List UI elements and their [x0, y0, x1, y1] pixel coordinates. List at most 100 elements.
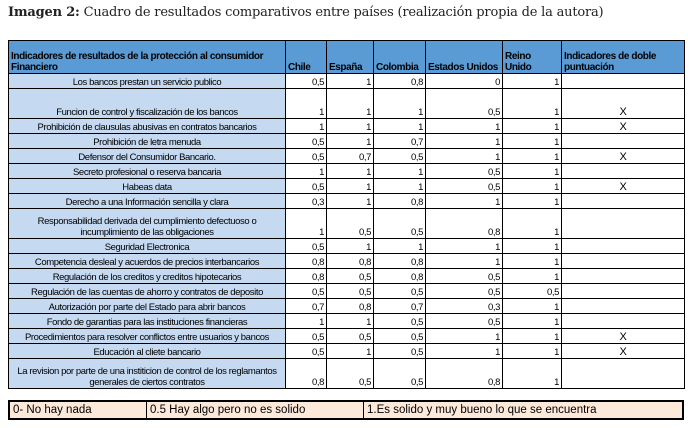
score-cell: 1: [326, 238, 374, 254]
score-cell: 1: [502, 358, 562, 389]
table-row: Seguridad Electronica 0,5 1 1 1 1: [8, 238, 685, 254]
table-row: Derecho a una Información sencilla y cla…: [8, 193, 685, 209]
score-cell: 0,5: [425, 178, 503, 194]
score-cell: 1: [326, 118, 374, 134]
score-cell: 1: [326, 313, 374, 329]
indicator-label: Regulación de los creditos y creditos hi…: [8, 268, 286, 284]
score-cell: 1: [425, 133, 503, 149]
score-cell: 1: [425, 253, 503, 269]
score-cell: 0,5: [285, 133, 327, 149]
table-row: Habeas data 0,5 1 1 0,5 1 X: [8, 178, 685, 194]
score-cell: 1: [425, 328, 503, 344]
indicator-label: Seguridad Electronica: [8, 238, 286, 254]
table-row: Regulación de los creditos y creditos hi…: [8, 268, 685, 284]
indicator-label: Competencia desleal y acuerdos de precio…: [8, 253, 286, 269]
legend: 0- No hay nada 0.5 Hay algo pero no es s…: [8, 400, 684, 420]
score-cell: 0,8: [326, 253, 374, 269]
table-row: Defensor del Consumidor Bancario. 0,5 0,7 0…: [8, 148, 685, 164]
indicator-label: Derecho a una Información sencilla y cla…: [8, 193, 286, 209]
double-score-cell: [561, 73, 685, 89]
score-cell: 0,5: [373, 343, 426, 359]
score-cell: 0,5: [285, 178, 327, 194]
score-cell: 0,8: [285, 253, 327, 269]
score-cell: 0,8: [326, 298, 374, 314]
score-cell: 1: [502, 193, 562, 209]
column-header: Colombia: [373, 40, 426, 74]
double-score-cell: [561, 268, 685, 284]
score-cell: 0,5: [373, 358, 426, 389]
score-cell: 1: [502, 163, 562, 179]
table-row: Procedimientos para resolver conflictos …: [8, 328, 685, 344]
indicator-label: La revision por parte de una institicion…: [8, 358, 286, 389]
score-cell: 1: [285, 118, 327, 134]
score-cell: 1: [502, 328, 562, 344]
indicator-label: Funcion de control y fiscalización de lo…: [8, 88, 286, 119]
score-cell: 0,5: [425, 268, 503, 284]
table-row: Secreto profesional o reserva bancaria 1 1…: [8, 163, 685, 179]
indicator-label: Habeas data: [8, 178, 286, 194]
table-row: Prohibición de clausulas abusivas en con…: [8, 118, 685, 134]
score-cell: 1: [502, 133, 562, 149]
table-row: Regulación de las cuentas de ahorro y co…: [8, 283, 685, 299]
score-cell: 1: [502, 343, 562, 359]
score-cell: 0,5: [285, 73, 327, 89]
double-score-cell: [561, 358, 685, 389]
header-row: Indicadores de resultados de la protecci…: [8, 40, 685, 74]
score-cell: 1: [326, 193, 374, 209]
indicator-label: Defensor del Consumidor Bancario.: [8, 148, 286, 164]
score-cell: 0,8: [285, 358, 327, 389]
column-header: Chile: [285, 40, 327, 74]
score-cell: 0,5: [373, 313, 426, 329]
double-score-cell: X: [561, 343, 685, 359]
score-cell: 0,8: [425, 358, 503, 389]
score-cell: 1: [326, 133, 374, 149]
table-row: Fondo de garantias para las institucione…: [8, 313, 685, 329]
score-cell: 0: [425, 73, 503, 89]
table-row: Prohibición de letra menuda 0,5 1 0,7 1 1: [8, 133, 685, 149]
score-cell: 1: [502, 73, 562, 89]
score-cell: 1: [502, 298, 562, 314]
score-cell: 0,5: [285, 328, 327, 344]
score-cell: 1: [425, 148, 503, 164]
legend-item: 0.5 Hay algo pero no es solido: [147, 402, 364, 418]
score-cell: 0,8: [373, 268, 426, 284]
score-cell: 1: [326, 343, 374, 359]
double-score-cell: [561, 238, 685, 254]
score-cell: 0,5: [373, 148, 426, 164]
score-cell: 1: [425, 193, 503, 209]
score-cell: 1: [373, 238, 426, 254]
column-header: Reino Unido: [502, 40, 562, 74]
table-row: Educación al cliete bancario 0,5 1 0,5 1 1 X: [8, 343, 685, 359]
column-header: Indicadores de doble puntuación: [561, 40, 685, 74]
table-row: La revision por parte de una institicion…: [8, 358, 685, 389]
legend-item: 1.Es solido y muy bueno lo que se encuen…: [367, 404, 597, 416]
score-cell: 1: [502, 313, 562, 329]
double-score-cell: X: [561, 178, 685, 194]
score-cell: 1: [326, 178, 374, 194]
legend-item: 0- No hay nada: [10, 402, 147, 418]
score-cell: 0,8: [373, 193, 426, 209]
double-score-cell: [561, 283, 685, 299]
score-cell: 1: [285, 163, 327, 179]
score-cell: 1: [502, 178, 562, 194]
double-score-cell: [561, 253, 685, 269]
score-cell: 0,5: [425, 88, 503, 119]
column-header: Estados Unidos: [425, 40, 503, 74]
score-cell: 0,5: [425, 283, 503, 299]
table-row: Autorización por parte del Estado para a…: [8, 298, 685, 314]
score-cell: 0,5: [285, 238, 327, 254]
score-cell: 0,5: [502, 283, 562, 299]
score-cell: 0,7: [373, 298, 426, 314]
score-cell: 0,7: [326, 148, 374, 164]
score-cell: 1: [502, 88, 562, 119]
column-header: España: [326, 40, 374, 74]
double-score-cell: X: [561, 88, 685, 119]
score-cell: 0,5: [326, 358, 374, 389]
table-row: Funcion de control y fiscalización de lo…: [8, 88, 685, 119]
indicator-label: Responsabilidad derivada del cumplimient…: [8, 208, 286, 239]
score-cell: 0,5: [373, 328, 426, 344]
table-row: Competencia desleal y acuerdos de precio…: [8, 253, 685, 269]
double-score-cell: [561, 208, 685, 239]
score-cell: 0,5: [326, 283, 374, 299]
score-cell: 1: [373, 178, 426, 194]
